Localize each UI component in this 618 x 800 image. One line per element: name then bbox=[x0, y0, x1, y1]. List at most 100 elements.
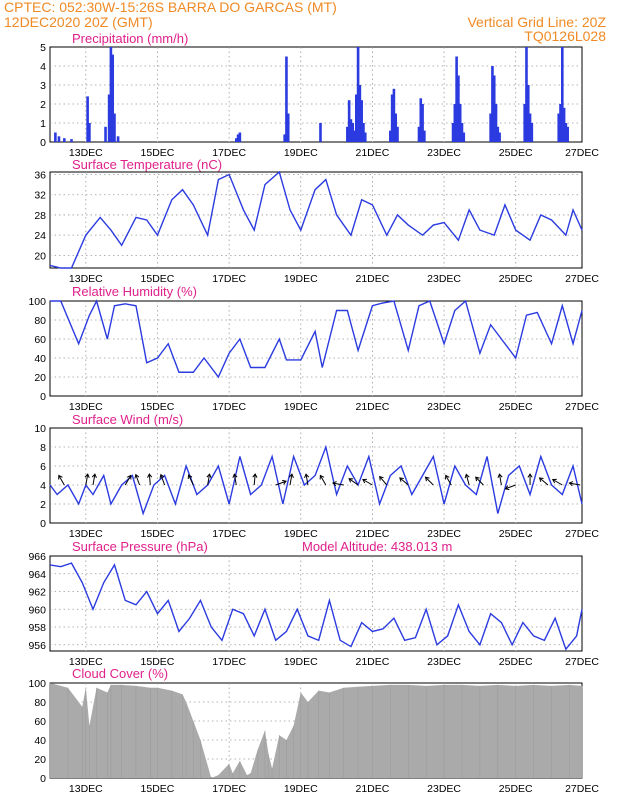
wind-vector-head bbox=[282, 479, 287, 485]
x-tick-label: 15DEC bbox=[141, 783, 175, 795]
x-tick-label: 21DEC bbox=[355, 528, 389, 540]
y-tick-label: 20 bbox=[34, 250, 46, 262]
x-tick-label: 15DEC bbox=[141, 656, 175, 668]
wind-vector-arrow bbox=[332, 482, 344, 486]
precip-bar bbox=[396, 126, 399, 142]
precip-bar bbox=[557, 113, 561, 142]
precip-bar bbox=[351, 123, 355, 142]
x-tick-label: 19DEC bbox=[284, 401, 318, 413]
wind-vector-arrow bbox=[233, 474, 237, 486]
x-tick-label: 15DEC bbox=[141, 528, 175, 540]
x-tick-label: 17DEC bbox=[212, 147, 246, 159]
precip-bar bbox=[451, 123, 455, 142]
y-tick-label: 60 bbox=[34, 716, 46, 728]
precip-bar bbox=[116, 136, 120, 142]
x-tick-label: 15DEC bbox=[141, 147, 175, 159]
y-tick-label: 80 bbox=[34, 697, 46, 709]
wind-vector-head bbox=[288, 473, 294, 479]
wind-vector-arrow bbox=[92, 474, 96, 486]
x-tick-label: 15DEC bbox=[141, 401, 175, 413]
wind-vector-head bbox=[538, 477, 544, 482]
precip-bar bbox=[113, 113, 116, 142]
wind-vector-arrow bbox=[319, 475, 327, 486]
wind-vector-head bbox=[379, 475, 384, 481]
pressure-series-line bbox=[49, 562, 583, 651]
x-tick-label: 23DEC bbox=[427, 528, 461, 540]
precip-bar bbox=[356, 47, 360, 142]
x-tick-label: 17DEC bbox=[212, 656, 246, 668]
rh-title: Relative Humidity (%) bbox=[72, 284, 197, 299]
precip-bar bbox=[523, 104, 526, 142]
precip-bar bbox=[559, 104, 562, 142]
precip-bar bbox=[496, 126, 500, 142]
x-tick-label: 27DEC bbox=[565, 656, 599, 668]
wind-vector-head bbox=[232, 473, 238, 479]
precip-bar bbox=[528, 113, 532, 142]
wind-vector-arrow bbox=[148, 473, 151, 486]
precip-bar bbox=[421, 104, 424, 142]
wind-series-line bbox=[49, 444, 583, 516]
wind-vector-arrow bbox=[362, 479, 373, 486]
precip-bar bbox=[104, 126, 107, 142]
precip-bar bbox=[566, 126, 569, 142]
x-tick-label: 19DEC bbox=[284, 528, 318, 540]
header-model-id: TQ0126L028 bbox=[524, 28, 606, 44]
panel-cloud-cover: Cloud Cover (%) 13DEC 15DEC 17DEC 19DEC 21DE… bbox=[28, 666, 599, 795]
x-tick-label: 27DEC bbox=[565, 401, 599, 413]
y-tick-label: 3 bbox=[40, 80, 46, 92]
precip-bar bbox=[562, 107, 566, 142]
precip-bar bbox=[238, 132, 242, 142]
x-tick-label: 27DEC bbox=[565, 273, 599, 285]
wind-vector-arrow bbox=[160, 474, 166, 486]
precip-bar bbox=[360, 100, 363, 142]
wind-vector-arrow bbox=[188, 474, 194, 486]
x-tick-label: 15DEC bbox=[141, 273, 175, 285]
x-tick-label: 17DEC bbox=[212, 783, 246, 795]
precip-bar bbox=[498, 132, 501, 142]
rh-frame bbox=[49, 300, 583, 397]
wind-vector-arrow bbox=[289, 474, 293, 486]
precip-bar bbox=[462, 132, 466, 142]
y-tick-label: 958 bbox=[28, 622, 46, 634]
wind-vector-head bbox=[399, 477, 404, 482]
wind-vector-head bbox=[58, 474, 63, 480]
wind-frame bbox=[49, 427, 583, 524]
wind-vector-arrow bbox=[58, 475, 65, 486]
y-tick-label: 24 bbox=[34, 230, 46, 242]
x-tick-label: 21DEC bbox=[355, 147, 389, 159]
precip-bar bbox=[530, 123, 534, 142]
x-tick-label: 13DEC bbox=[69, 401, 103, 413]
cloud-plot: 13DEC 15DEC 17DEC 19DEC 21DEC 23DEC 25DEC 27DEC… bbox=[28, 678, 599, 795]
precip-bar bbox=[346, 126, 349, 142]
x-tick-label: 23DEC bbox=[427, 273, 461, 285]
wind-vector-head bbox=[445, 474, 450, 480]
x-tick-label: 21DEC bbox=[355, 656, 389, 668]
wind-vector-head bbox=[319, 474, 325, 480]
temp-frame bbox=[49, 171, 583, 269]
precip-bar bbox=[283, 134, 286, 142]
y-tick-label: 100 bbox=[28, 296, 46, 308]
y-tick-label: 100 bbox=[28, 678, 46, 690]
x-tick-label: 27DEC bbox=[565, 528, 599, 540]
wind-vector-head bbox=[252, 473, 258, 478]
wind-vector-head bbox=[475, 476, 480, 482]
precip-bar bbox=[457, 75, 460, 142]
wind-vector-arrow bbox=[85, 474, 89, 486]
x-tick-label: 25DEC bbox=[499, 528, 533, 540]
x-tick-label: 13DEC bbox=[69, 783, 103, 795]
panel-temperature: Surface Temperature (nC) 13DEC 15DEC 17DEC… bbox=[34, 157, 599, 285]
x-tick-label: 25DEC bbox=[499, 147, 533, 159]
precip-bar bbox=[489, 113, 492, 142]
x-tick-label: 17DEC bbox=[212, 528, 246, 540]
wind-vector-head bbox=[568, 481, 574, 487]
wind-plot: 13DEC 15DEC 17DEC 19DEC 21DEC 23DEC 25DEC 27DEC… bbox=[34, 423, 599, 540]
precip-bar bbox=[349, 119, 353, 142]
x-tick-label: 25DEC bbox=[499, 401, 533, 413]
precip-bar bbox=[491, 66, 494, 142]
precip-bar bbox=[363, 132, 367, 142]
wind-vector-arrow bbox=[305, 474, 309, 486]
x-tick-label: 21DEC bbox=[355, 401, 389, 413]
x-tick-label: 13DEC bbox=[69, 147, 103, 159]
precip-bar bbox=[70, 139, 73, 142]
